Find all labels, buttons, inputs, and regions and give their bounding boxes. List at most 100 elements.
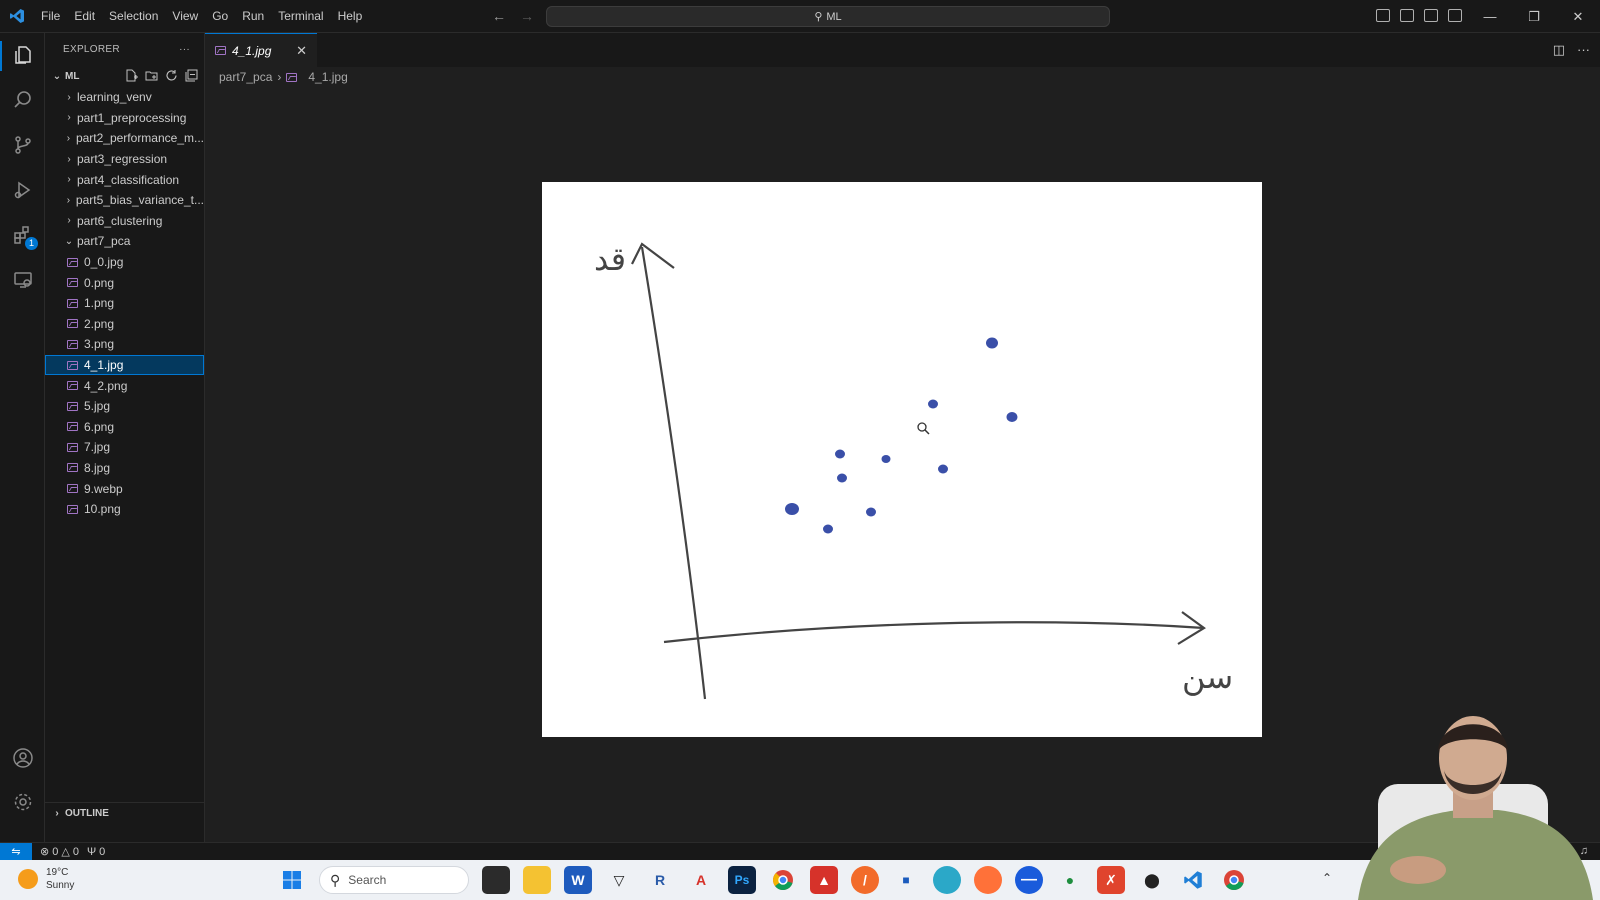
- restore-icon[interactable]: ❐: [1528, 9, 1540, 24]
- tree-file[interactable]: 1.png: [45, 293, 204, 314]
- refresh-icon[interactable]: [165, 69, 178, 82]
- chrome-profile-icon[interactable]: [1220, 866, 1248, 894]
- menu-run[interactable]: Run: [242, 8, 265, 23]
- tree-file[interactable]: 0.png: [45, 272, 204, 293]
- settings-gear-icon[interactable]: [10, 789, 36, 815]
- tree-file[interactable]: 8.jpg: [45, 458, 204, 479]
- ports-status[interactable]: Ψ 0: [87, 846, 105, 858]
- more-actions-icon[interactable]: ···: [179, 43, 190, 55]
- app-dark-icon[interactable]: ⬤: [1138, 866, 1166, 894]
- remote-explorer-icon[interactable]: [10, 267, 36, 293]
- app-orange-icon[interactable]: /: [851, 866, 879, 894]
- tree-file-selected[interactable]: 4_1.jpg: [45, 354, 204, 376]
- collapse-all-icon[interactable]: [185, 69, 198, 82]
- menu-help[interactable]: Help: [337, 8, 363, 23]
- toggle-panel-icon[interactable]: [1400, 9, 1414, 22]
- firefox-icon[interactable]: [974, 866, 1002, 894]
- run-debug-icon[interactable]: [10, 177, 36, 203]
- tree-file[interactable]: 4_2.png: [45, 375, 204, 396]
- new-file-icon[interactable]: [125, 69, 138, 82]
- r-app-icon[interactable]: R: [646, 866, 674, 894]
- editor-actions: ◫ ···: [1553, 42, 1590, 58]
- ports-icon: Ψ: [86, 845, 97, 858]
- toggle-primary-sidebar-icon[interactable]: [1376, 9, 1390, 22]
- outline-section[interactable]: › OUTLINE: [45, 802, 205, 824]
- vscode-taskbar-icon[interactable]: [1179, 866, 1207, 894]
- tree-folder[interactable]: › learning_venv: [45, 87, 204, 108]
- customize-layout-icon[interactable]: [1448, 9, 1462, 22]
- notifications-bell-icon[interactable]: ♫: [1579, 845, 1588, 857]
- tree-folder[interactable]: › part3_regression: [45, 149, 204, 170]
- split-editor-icon[interactable]: ◫: [1552, 42, 1565, 57]
- windows-start-icon[interactable]: [278, 866, 306, 894]
- toggle-secondary-sidebar-icon[interactable]: [1424, 9, 1438, 22]
- tree-folder[interactable]: › part2_performance_m...: [45, 128, 204, 149]
- tree-file[interactable]: 5.jpg: [45, 396, 204, 417]
- tree-folder[interactable]: › part6_clustering: [45, 211, 204, 232]
- account-icon[interactable]: [10, 745, 36, 771]
- menu-go[interactable]: Go: [212, 8, 229, 23]
- tree-folder-expanded[interactable]: ⌄ part7_pca: [45, 231, 204, 252]
- tree-file[interactable]: 3.png: [45, 334, 204, 355]
- app-green-icon[interactable]: ●: [1056, 866, 1084, 894]
- source-control-icon[interactable]: [10, 132, 36, 158]
- explorer-header: EXPLORER ···: [45, 33, 204, 65]
- close-tab-icon[interactable]: ✕: [296, 43, 307, 58]
- tab-4-1-jpg[interactable]: 4_1.jpg ✕: [205, 33, 317, 67]
- app-red-tools-icon[interactable]: ✗: [1097, 866, 1125, 894]
- more-editor-actions-icon[interactable]: ···: [1577, 42, 1590, 57]
- folder-label: part6_clustering: [77, 213, 163, 228]
- word-icon[interactable]: W: [564, 866, 592, 894]
- search-icon[interactable]: [10, 87, 36, 113]
- tree-file[interactable]: 2.png: [45, 314, 204, 335]
- app-word-blue-icon[interactable]: ■: [892, 866, 920, 894]
- vector-app-icon[interactable]: ▽: [605, 866, 633, 894]
- hand-drawn-scatter-image: قد سن: [594, 240, 1233, 700]
- command-center-search[interactable]: ⚲ ML: [546, 6, 1110, 27]
- forward-arrow-icon[interactable]: →: [520, 8, 534, 24]
- problems-status[interactable]: ⊗ 0 △ 0: [40, 845, 79, 859]
- workspace-root[interactable]: ⌄ ML: [45, 65, 204, 87]
- minimize-icon[interactable]: —: [1483, 9, 1497, 24]
- back-arrow-icon[interactable]: ←: [492, 8, 506, 24]
- menu-terminal[interactable]: Terminal: [278, 8, 324, 23]
- chrome-icon[interactable]: [769, 866, 797, 894]
- breadcrumb-file[interactable]: 4_1.jpg: [308, 70, 348, 84]
- scatter-point: [1006, 412, 1018, 422]
- menu-view[interactable]: View: [172, 8, 199, 23]
- tree-file[interactable]: 0_0.jpg: [45, 252, 204, 273]
- pdf-reader-icon[interactable]: ▲: [810, 866, 838, 894]
- task-view-icon[interactable]: [482, 866, 510, 894]
- extensions-icon[interactable]: 1: [10, 222, 38, 250]
- image-preview[interactable]: قد سن: [542, 182, 1262, 737]
- system-tray-chevron-icon[interactable]: ⌃: [1322, 871, 1333, 885]
- tree-folder[interactable]: › part1_preprocessing: [45, 108, 204, 129]
- tree-file[interactable]: 10.png: [45, 499, 204, 520]
- remote-indicator-icon[interactable]: ⇋: [0, 842, 32, 861]
- acrobat-icon[interactable]: A: [687, 866, 715, 894]
- explorer-icon[interactable]: [10, 42, 36, 68]
- taskbar-search[interactable]: ⚲ Search: [319, 866, 469, 894]
- menu-selection[interactable]: Selection: [109, 8, 159, 23]
- menu-edit[interactable]: Edit: [74, 8, 96, 23]
- menu-file[interactable]: File: [41, 8, 61, 23]
- taskbar-apps: ⚲ Search W ▽ R A Ps ▲ / ■ — ● ✗ ⬤: [278, 866, 1248, 894]
- close-window-icon[interactable]: ✕: [1572, 9, 1584, 24]
- tree-folder[interactable]: › part4_classification: [45, 169, 204, 190]
- file-explorer-icon[interactable]: [523, 866, 551, 894]
- tree-file[interactable]: 9.webp: [45, 478, 204, 499]
- photoshop-icon[interactable]: Ps: [728, 866, 756, 894]
- status-bar: ⇋ ⊗ 0 △ 0 Ψ 0 ♫: [0, 842, 1600, 861]
- tree-file[interactable]: 7.jpg: [45, 437, 204, 458]
- x-axis-arrowhead: [1177, 611, 1206, 645]
- edge-icon[interactable]: [933, 866, 961, 894]
- new-folder-icon[interactable]: [145, 69, 158, 82]
- tab-label: 4_1.jpg: [232, 43, 272, 58]
- tree-folder[interactable]: › part5_bias_variance_t...: [45, 190, 204, 211]
- tree-file[interactable]: 6.png: [45, 417, 204, 438]
- app-blue-circle-icon[interactable]: —: [1015, 866, 1043, 894]
- breadcrumb-folder[interactable]: part7_pca: [219, 70, 273, 84]
- y-axis-line: [640, 246, 707, 700]
- explorer-actions: [125, 69, 198, 82]
- weather-widget[interactable]: 19°C Sunny: [18, 866, 74, 892]
